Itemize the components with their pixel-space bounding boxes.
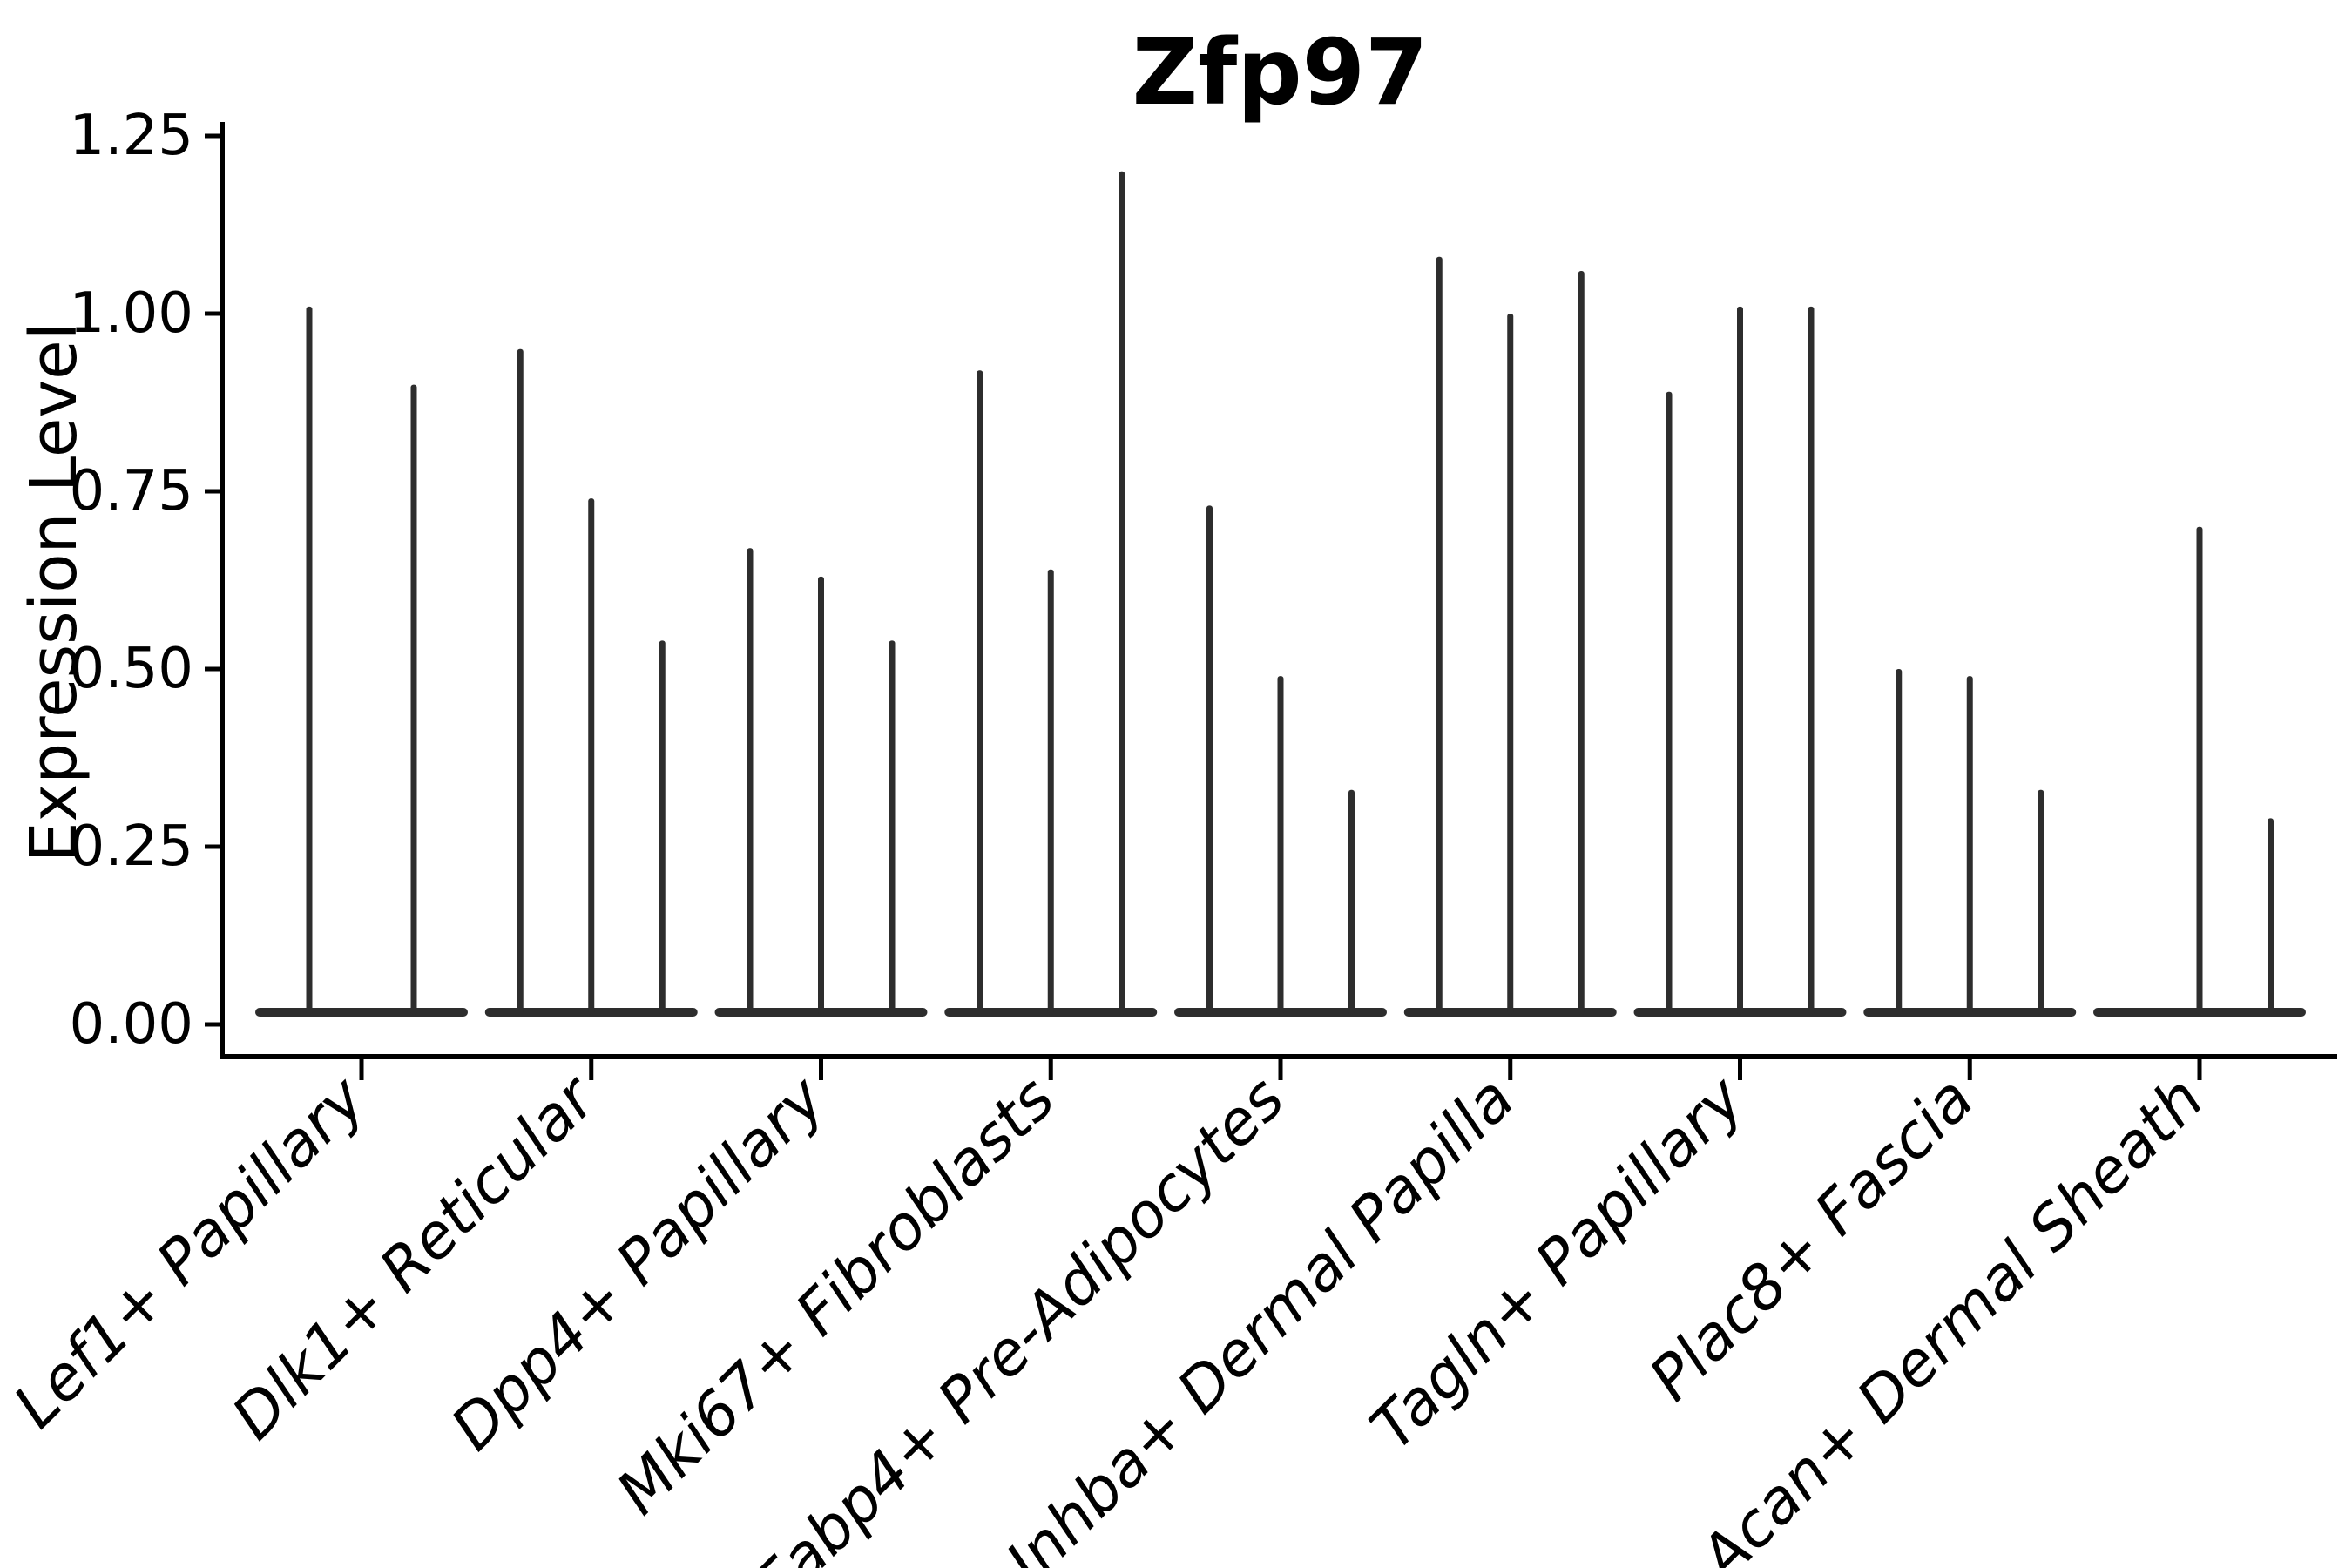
violin-spike — [1348, 789, 1355, 1015]
x-tick-mark — [589, 1059, 594, 1080]
violin-spike — [588, 498, 595, 1015]
violin-spike — [2196, 526, 2203, 1015]
violin-spike — [747, 548, 754, 1015]
y-tick-label: 0.75 — [70, 459, 194, 524]
y-tick-label: 1.25 — [70, 104, 194, 168]
y-tick-mark — [205, 666, 220, 672]
violin-spike — [1507, 314, 1514, 1015]
violin-spike — [977, 370, 983, 1015]
violin-spike — [889, 640, 896, 1015]
violin-spike — [1436, 256, 1443, 1016]
violin-spike — [1206, 505, 1213, 1015]
violin-spike — [1808, 306, 1815, 1016]
x-tick-mark — [1048, 1059, 1053, 1080]
y-tick-mark — [205, 133, 220, 139]
violin-spike — [818, 576, 824, 1015]
y-tick-mark — [205, 489, 220, 494]
x-tick-mark — [359, 1059, 364, 1080]
y-tick-label: 0.25 — [70, 814, 194, 879]
violin-spike — [1578, 271, 1585, 1015]
x-tick-mark — [2197, 1059, 2202, 1080]
x-axis-spine — [220, 1054, 2337, 1059]
violin-spike — [1277, 676, 1284, 1015]
x-tick-label: Mki67+ Fibroblasts — [603, 1063, 1068, 1528]
x-tick-mark — [1508, 1059, 1513, 1080]
violin-spike — [2038, 789, 2044, 1015]
y-tick-mark — [205, 844, 220, 849]
y-tick-mark — [205, 311, 220, 316]
x-tick-mark — [819, 1059, 823, 1080]
violin-spike — [517, 348, 524, 1015]
plot-title: Zfp97 — [1132, 19, 1429, 125]
violin-spike — [1896, 669, 1903, 1015]
x-tick-mark — [1738, 1059, 1742, 1080]
x-tick-mark — [1278, 1059, 1283, 1080]
y-tick-mark — [205, 1022, 220, 1027]
violin-spike — [410, 384, 417, 1016]
violin-spike — [1737, 306, 1743, 1016]
violin-spike — [306, 306, 313, 1016]
violin-spike — [1966, 676, 1973, 1015]
x-tick-mark — [1967, 1059, 1972, 1080]
violin-spike — [1119, 171, 1125, 1016]
y-axis-spine — [220, 122, 225, 1059]
violin-spike — [659, 640, 666, 1015]
violin-spike — [1666, 391, 1673, 1015]
y-tick-label: 0.50 — [70, 637, 194, 701]
violin-baseline — [255, 1008, 468, 1017]
y-tick-label: 0.00 — [70, 992, 194, 1057]
violin-spike — [2268, 818, 2274, 1015]
y-tick-label: 1.00 — [70, 281, 194, 346]
violin-spike — [1047, 569, 1054, 1015]
